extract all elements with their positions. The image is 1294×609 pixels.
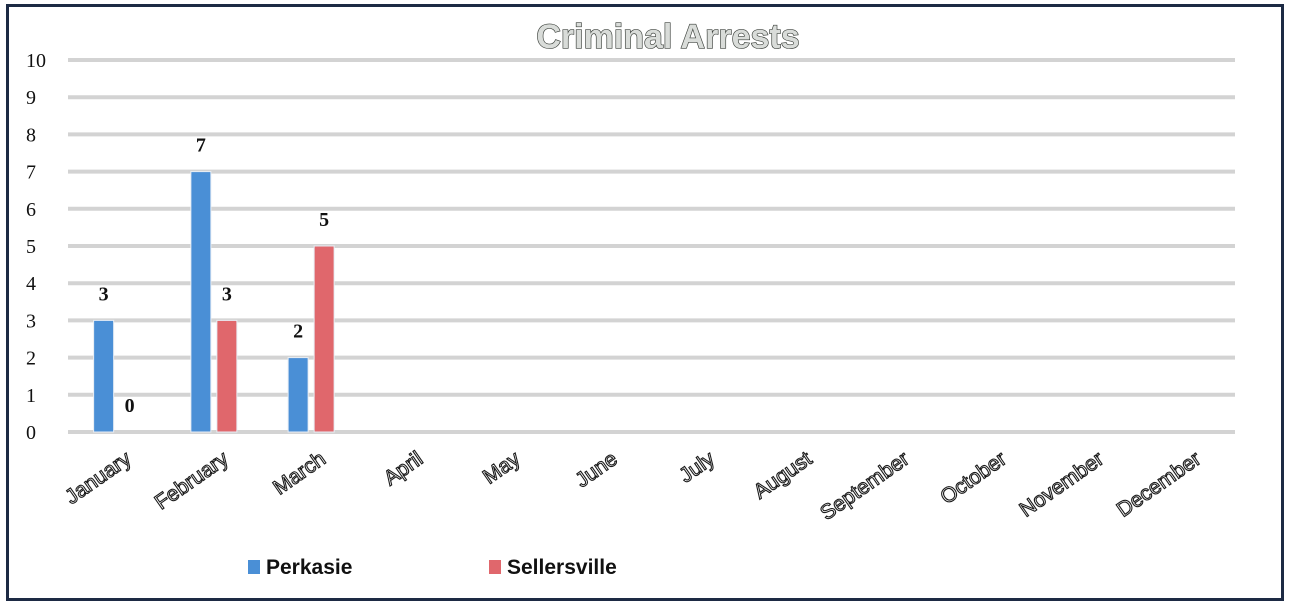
x-tick-label: April	[380, 447, 428, 490]
legend-label: Sellersville	[507, 556, 617, 579]
data-label: 3	[222, 283, 232, 305]
y-tick-label: 4	[26, 273, 36, 295]
x-tick-label: July	[675, 447, 719, 488]
y-tick-label: 1	[26, 385, 36, 407]
data-label: 0	[125, 395, 135, 417]
gridlines	[68, 58, 1235, 434]
x-tick-label: June	[571, 447, 622, 492]
x-axis-ticks: January February March April May June July Augu…	[61, 446, 1206, 525]
x-tick-label: September	[816, 447, 913, 525]
chart-title: Criminal Arrests	[536, 18, 799, 56]
y-tick-label: 10	[26, 50, 46, 72]
chart-frame	[6, 4, 1284, 601]
y-tick-label: 3	[26, 310, 36, 332]
y-tick-label: 2	[26, 348, 36, 370]
legend-swatch	[489, 560, 501, 574]
legend: Perkasie Sellersville	[248, 556, 617, 579]
x-tick-label: March	[269, 447, 330, 499]
y-axis-ticks: 0 1 2 3 4 5 6 7 8 9 10	[26, 50, 46, 444]
x-tick-label: May	[479, 447, 525, 489]
bar	[93, 319, 115, 433]
y-tick-label: 0	[26, 422, 36, 444]
data-label: 2	[293, 321, 303, 343]
y-tick-label: 7	[26, 162, 36, 184]
bar	[190, 171, 212, 433]
y-tick-label: 9	[26, 87, 36, 109]
data-labels: 3 0 7 3 2 5	[99, 135, 330, 417]
y-tick-label: 6	[26, 199, 36, 221]
x-tick-label: August	[749, 447, 816, 503]
data-label: 3	[99, 283, 109, 305]
x-tick-label: November	[1015, 447, 1108, 521]
bar	[287, 357, 309, 433]
data-label: 5	[319, 209, 329, 231]
y-tick-label: 8	[26, 124, 36, 146]
bar	[216, 319, 238, 433]
legend-label: Perkasie	[266, 556, 352, 579]
x-tick-label: February	[151, 447, 233, 514]
x-tick-label: January	[61, 447, 136, 509]
x-tick-label: December	[1113, 447, 1206, 521]
legend-swatch	[248, 560, 260, 574]
x-tick-label: October	[936, 447, 1010, 509]
bar	[313, 245, 335, 433]
data-label: 7	[196, 135, 206, 157]
bars	[93, 171, 335, 433]
y-tick-label: 5	[26, 236, 36, 258]
